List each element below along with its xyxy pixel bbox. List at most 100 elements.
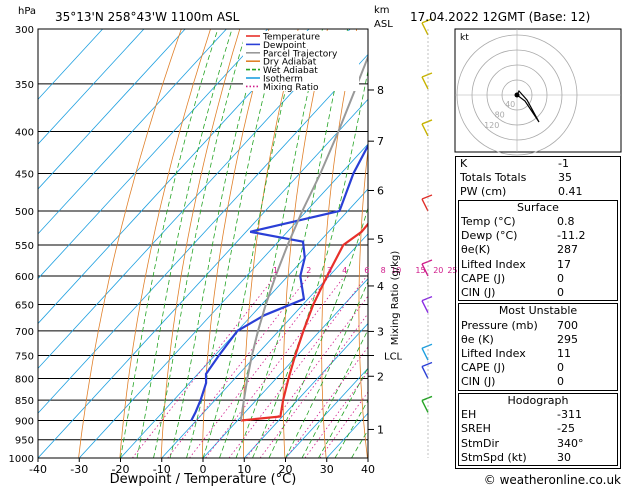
index-value: 11 — [557, 347, 571, 361]
index-label: θe (K) — [461, 332, 494, 346]
legend-label: Wet Adiabat — [263, 66, 318, 76]
background-lines — [38, 29, 415, 458]
wet-adiabat-line — [153, 29, 248, 458]
index-label: θe(K) — [461, 243, 491, 257]
index-label: Dewp (°C) — [461, 229, 518, 243]
index-row: Totals Totals 35 — [456, 171, 620, 185]
isotherm-line — [38, 29, 310, 325]
dry-adiabat-line — [395, 29, 415, 458]
series-temperature — [240, 222, 368, 422]
mixing-ratio-line — [285, 346, 368, 458]
isotherm-line — [38, 29, 268, 280]
index-value: 0 — [557, 271, 564, 285]
wind-barb-flag — [421, 194, 433, 200]
km-tick-label: 4 — [377, 280, 384, 293]
hodograph-unit-label: kt — [460, 33, 469, 43]
index-row: EH -311 — [459, 408, 617, 422]
hodograph-frame — [454, 28, 622, 153]
index-label: CIN (J) — [461, 375, 496, 389]
km-tick-label: 5 — [377, 233, 384, 246]
km-tick-label: 1 — [377, 423, 384, 436]
index-value: 0.41 — [558, 185, 583, 199]
hodograph-ring-label: 80 — [495, 110, 505, 119]
index-value: 0.8 — [557, 215, 575, 229]
index-value: 295 — [557, 332, 578, 346]
pressure-tick-label: 600 — [15, 272, 34, 283]
km-tick-label: 6 — [377, 184, 384, 197]
isotherm-line — [38, 98, 368, 458]
most-unstable-box: Most Unstable Pressure (mb) 700 θe (K) 295 L… — [458, 303, 618, 391]
index-value: 30 — [557, 450, 571, 464]
pressure-tick-label: 800 — [15, 374, 34, 385]
index-value: 0 — [557, 361, 564, 375]
legend-label: Dry Adiabat — [263, 58, 317, 68]
index-label: EH — [461, 408, 477, 422]
index-row: CAPE (J) 0 — [459, 272, 617, 286]
x-tick-label: -10 — [153, 463, 171, 476]
isotherm-line — [78, 143, 368, 458]
index-row: Dewp (°C) -11.2 — [459, 229, 617, 243]
index-label: StmDir — [461, 436, 500, 450]
hodograph-trace — [516, 89, 540, 123]
pressure-tick-label: 500 — [15, 207, 34, 218]
pressure-tick-label: 550 — [15, 241, 34, 252]
credit-text: © weatheronline.co.uk — [484, 473, 621, 486]
x-tick-label: 20 — [279, 463, 293, 476]
mixing-ratio-label: 1 — [273, 266, 278, 275]
x-tick-label: -40 — [29, 463, 47, 476]
wind-barb-staff — [421, 198, 429, 212]
km-tick-label: 2 — [377, 370, 384, 383]
wind-barbs — [421, 18, 433, 458]
surface-title: Surface — [517, 200, 559, 214]
hodograph-storm-marker — [514, 92, 520, 98]
wet-adiabat-line — [120, 29, 219, 458]
wet-adiabat-line — [252, 68, 368, 458]
x-tick-label: 10 — [237, 463, 251, 476]
wind-barb-staff — [421, 263, 429, 277]
wet-adiabat-line — [285, 280, 368, 458]
mixing-ratio-label: 4 — [342, 266, 347, 275]
wind-barb-flag — [421, 295, 433, 302]
dry-adiabat-line — [119, 29, 211, 458]
wet-adiabat-line — [136, 29, 233, 458]
legend-label: Mixing Ratio — [263, 83, 319, 93]
indices-table: K -1 Totals Totals 35 PW (cm) 0.41 Surface Te… — [455, 156, 621, 469]
wind-barb-staff — [421, 123, 429, 137]
lcl-label: LCL — [384, 351, 403, 362]
index-label: CIN (J) — [461, 286, 496, 299]
asl-label: ASL — [374, 19, 393, 30]
mixing-ratio-line — [319, 391, 368, 458]
wind-barb-staff — [421, 400, 429, 413]
wind-barb-staff — [421, 76, 429, 90]
index-row: Pressure (mb) 700 — [459, 319, 617, 333]
mixing-ratio-axis-label: Mixing Ratio (g/kg) — [390, 251, 401, 346]
km-label: km — [374, 5, 390, 16]
index-value: 17 — [557, 257, 571, 271]
index-value: 700 — [557, 318, 578, 332]
hodograph-box-title: Hodograph — [507, 393, 569, 407]
index-label: StmSpd (kt) — [461, 450, 527, 464]
index-label: Pressure (mb) — [461, 318, 538, 332]
dry-adiabat-line — [282, 29, 328, 458]
wet-adiabat-line — [301, 328, 368, 458]
index-row: CAPE (J) 0 — [459, 361, 617, 375]
series-dewpoint — [190, 143, 368, 422]
hodograph-ring-label: 40 — [505, 100, 515, 109]
isotherm-line — [38, 29, 227, 235]
wind-barb-flag — [421, 119, 433, 125]
x-tick-label: 40 — [361, 463, 375, 476]
wind-barb-staff — [421, 366, 429, 379]
dry-adiabat-line — [321, 29, 358, 458]
wet-adiabat-line — [169, 29, 264, 458]
wind-barb-flag — [421, 259, 433, 265]
x-tick-label: 30 — [320, 463, 334, 476]
index-value: -1 — [558, 157, 569, 170]
datetime-title: 17.04.2022 12GMT (Base: 12) — [410, 10, 590, 24]
surface-box: Surface Temp (°C) 0.8 Dewp (°C) -11.2 θe(K) 2… — [458, 199, 618, 302]
km-tick-label: 7 — [377, 135, 384, 148]
wet-adiabat-line — [268, 206, 368, 458]
x-tick-label: 0 — [200, 463, 207, 476]
index-value: -11.2 — [557, 229, 586, 243]
